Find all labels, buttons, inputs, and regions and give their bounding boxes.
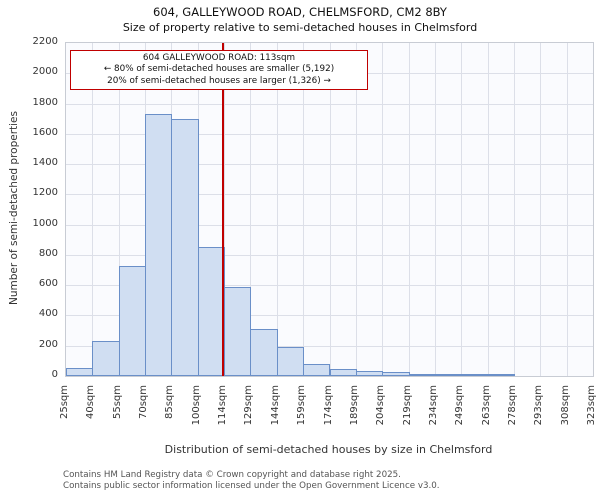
histogram-bar [92, 341, 120, 376]
x-gridline [329, 43, 331, 376]
histogram-bar [487, 374, 515, 376]
histogram-bar [329, 369, 357, 376]
x-tick-label: 249sqm [454, 385, 466, 426]
annotation-smaller-line: ← 80% of semi-detached houses are smalle… [103, 64, 335, 75]
x-gridline [513, 43, 515, 376]
plot-area: 604 GALLEYWOOD ROAD: 113sqm ← 80% of sem… [65, 42, 594, 377]
x-tick-label: 293sqm [533, 385, 545, 426]
x-tick-label: 278sqm [506, 385, 518, 426]
histogram-bar [461, 374, 489, 376]
x-gridline [434, 43, 436, 376]
y-tick-label: 400 [38, 308, 58, 320]
x-gridline [487, 43, 489, 376]
attribution-footer: Contains HM Land Registry data © Crown c… [63, 470, 440, 492]
histogram-bar [171, 118, 199, 376]
x-gridline [276, 43, 278, 376]
histogram-bar [224, 286, 252, 376]
x-gridline [303, 43, 305, 376]
attribution-line-1: Contains HM Land Registry data © Crown c… [63, 470, 401, 480]
x-gridline [540, 43, 542, 376]
y-tick-label: 800 [38, 247, 58, 259]
y-tick-label: 1400 [32, 157, 58, 169]
x-gridline [92, 43, 94, 376]
histogram-bar [118, 265, 147, 376]
histogram-bar [355, 371, 384, 376]
annotation-larger-line: 20% of semi-detached houses are larger (… [107, 75, 331, 86]
x-gridline [566, 43, 568, 376]
y-tick-label: 1800 [32, 96, 58, 108]
histogram-bar [145, 114, 173, 376]
histogram-bar [434, 374, 463, 376]
y-tick-label: 2200 [32, 36, 58, 47]
histogram-bar [303, 363, 331, 376]
x-gridline [461, 43, 463, 376]
y-tick-label: 200 [38, 338, 58, 350]
x-gridline [382, 43, 384, 376]
histogram-bar [382, 372, 410, 376]
x-gridline [250, 43, 252, 376]
x-gridline [408, 43, 410, 376]
x-gridline [118, 43, 120, 376]
histogram-bar [66, 368, 94, 376]
x-tick-label: 308sqm [559, 385, 571, 426]
y-tick-label: 600 [38, 278, 58, 290]
annotation-box: 604 GALLEYWOOD ROAD: 113sqm ← 80% of sem… [70, 50, 368, 91]
annotation-property-line: 604 GALLEYWOOD ROAD: 113sqm [142, 53, 296, 63]
x-axis-label: Distribution of semi-detached houses by … [164, 443, 493, 456]
y-axis-label: Number of semi-detached properties [8, 111, 20, 306]
x-tick-label: 263sqm [480, 385, 492, 426]
marker-line [222, 43, 224, 376]
x-tick-label: 323sqm [586, 385, 597, 426]
x-gridline [224, 43, 226, 376]
y-tick-label: 1600 [32, 126, 58, 138]
histogram-bar [250, 329, 278, 376]
y-tick-label: 0 [51, 369, 58, 380]
chart-subtitle: Size of property relative to semi-detach… [122, 21, 478, 34]
histogram-bar [276, 347, 305, 376]
histogram-bar [408, 374, 436, 376]
y-tick-label: 2000 [32, 66, 58, 78]
y-tick-label: 1200 [32, 187, 58, 199]
y-tick-label: 1000 [32, 217, 58, 229]
chart-title: 604, GALLEYWOOD ROAD, CHELMSFORD, CM2 8B… [153, 5, 447, 19]
x-gridline [355, 43, 357, 376]
histogram-bar [197, 247, 226, 376]
attribution-line-2: Contains public sector information licen… [63, 480, 440, 491]
